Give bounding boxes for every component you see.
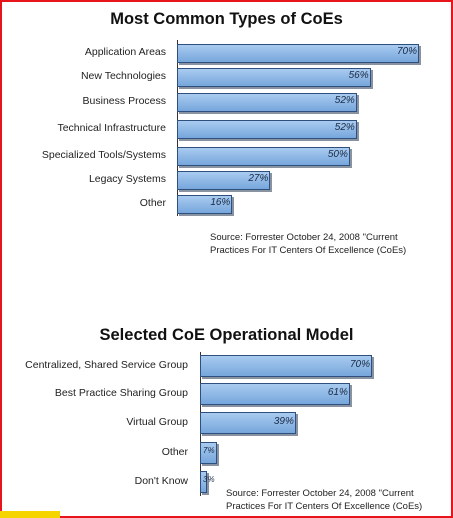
category-label: Legacy Systems [88,173,166,185]
bar [177,194,233,214]
category-label: Business Process [82,95,166,107]
bar-value-label: 39% [273,416,294,427]
bar-value-label: 27% [248,173,269,184]
source-note: Source: Forrester October 24, 2008 "Curr… [210,231,406,257]
source-line: Practices For IT Centers Of Excellence (… [226,501,423,512]
bar-value-label: 52% [334,122,355,133]
source-line: Source: Forrester October 24, 2008 "Curr… [226,488,414,499]
bar-value-label: 56% [348,70,369,81]
bar [200,471,208,493]
category-label: Other [161,446,188,458]
bar [200,383,350,405]
category-label: Other [139,197,166,209]
category-label: Best Practice Sharing Group [54,387,188,399]
bar [177,170,271,190]
bar [200,412,296,434]
category-label: Don't Know [134,475,188,487]
accent-strip [0,511,60,518]
bar-value-label: 61% [327,387,348,398]
source-note: Source: Forrester October 24, 2008 "Curr… [226,487,422,513]
bar-value-label: 7% [203,446,215,455]
chart-title: Selected CoE Operational Model [99,326,354,344]
category-label: Technical Infrastructure [57,122,166,134]
bar [200,442,218,464]
bar-value-label: 70% [397,46,418,57]
category-label: New Technologies [80,70,166,82]
chart-title: Most Common Types of CoEs [110,10,343,28]
bar [200,355,372,377]
source-line: Practices For IT Centers Of Excellence (… [210,245,407,256]
bar-value-label: 3% [203,475,215,484]
category-label: Specialized Tools/Systems [41,149,166,161]
category-label: Centralized, Shared Service Group [25,359,188,371]
bar [177,67,371,87]
bar-value-label: 70% [350,359,371,370]
bar [177,92,357,112]
bar [177,146,350,166]
source-line: Source: Forrester October 24, 2008 "Curr… [210,232,398,243]
category-label: Application Areas [84,46,166,58]
bar [177,43,419,63]
bar-value-label: 16% [210,197,231,208]
bar-value-label: 52% [334,95,355,106]
category-label: Virtual Group [126,416,188,428]
bar-value-label: 50% [327,149,348,160]
bar [177,119,357,139]
